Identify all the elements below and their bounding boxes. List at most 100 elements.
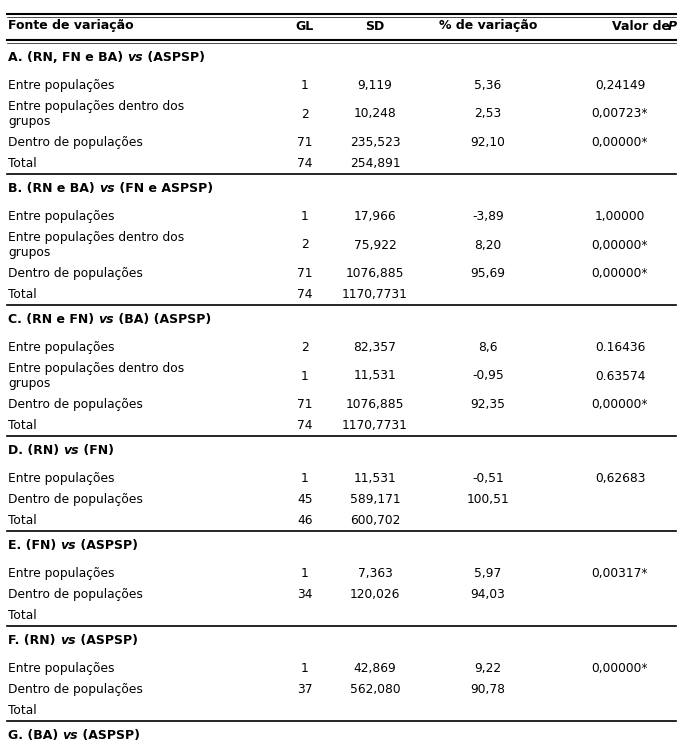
Text: Entre populações: Entre populações [8, 567, 115, 580]
Text: 0,00000*: 0,00000* [591, 136, 648, 149]
Text: G. (BA): G. (BA) [8, 728, 63, 742]
Text: Entre populações dentro dos: Entre populações dentro dos [8, 231, 184, 243]
Text: 37: 37 [297, 683, 313, 696]
Text: 2: 2 [301, 239, 309, 251]
Text: 94,03: 94,03 [471, 588, 505, 601]
Text: 1076,885: 1076,885 [346, 267, 404, 280]
Text: 90,78: 90,78 [471, 683, 505, 696]
Text: 1076,885: 1076,885 [346, 398, 404, 411]
Text: C. (RN e FN): C. (RN e FN) [8, 312, 98, 326]
Text: GL: GL [296, 19, 314, 33]
Text: 589,171: 589,171 [350, 493, 400, 506]
Text: 5,36: 5,36 [475, 79, 501, 92]
Text: 1: 1 [301, 210, 309, 223]
Text: 75,922: 75,922 [354, 239, 396, 251]
Text: Total: Total [8, 419, 37, 432]
Text: 0.63574: 0.63574 [595, 370, 645, 382]
Text: 2,53: 2,53 [475, 107, 501, 121]
Text: 1: 1 [301, 79, 309, 92]
Text: 11,531: 11,531 [354, 472, 396, 485]
Text: -3,89: -3,89 [472, 210, 504, 223]
Text: Total: Total [8, 704, 37, 717]
Text: vs: vs [63, 728, 79, 742]
Text: grupos: grupos [8, 115, 51, 129]
Text: vs: vs [98, 312, 114, 326]
Text: Entre populações: Entre populações [8, 662, 115, 675]
Text: vs: vs [128, 51, 143, 63]
Text: 100,51: 100,51 [466, 493, 510, 506]
Text: Entre populações: Entre populações [8, 341, 115, 354]
Text: vs: vs [64, 443, 79, 457]
Text: 45: 45 [297, 493, 313, 506]
Text: vs: vs [60, 634, 76, 647]
Text: (ASPSP): (ASPSP) [79, 728, 140, 742]
Text: -0,95: -0,95 [472, 370, 504, 382]
Text: 8,6: 8,6 [478, 341, 498, 354]
Text: Entre populações: Entre populações [8, 79, 115, 92]
Text: Dentro de populações: Dentro de populações [8, 398, 143, 411]
Text: Total: Total [8, 514, 37, 527]
Text: 1,00000: 1,00000 [595, 210, 645, 223]
Text: Valor de: Valor de [612, 19, 674, 33]
Text: 120,026: 120,026 [350, 588, 400, 601]
Text: P: P [668, 19, 677, 33]
Text: 9,119: 9,119 [358, 79, 393, 92]
Text: D. (RN): D. (RN) [8, 443, 64, 457]
Text: 0,62683: 0,62683 [595, 472, 645, 485]
Text: 10,248: 10,248 [354, 107, 396, 121]
Text: -0,51: -0,51 [472, 472, 504, 485]
Text: Entre populações: Entre populações [8, 472, 115, 485]
Text: 74: 74 [297, 157, 313, 170]
Text: 7,363: 7,363 [358, 567, 393, 580]
Text: 95,69: 95,69 [471, 267, 505, 280]
Text: 74: 74 [297, 288, 313, 301]
Text: Total: Total [8, 288, 37, 301]
Text: 254,891: 254,891 [350, 157, 400, 170]
Text: 11,531: 11,531 [354, 370, 396, 382]
Text: E. (FN): E. (FN) [8, 539, 61, 551]
Text: 92,35: 92,35 [471, 398, 505, 411]
Text: 562,080: 562,080 [350, 683, 400, 696]
Text: 8,20: 8,20 [475, 239, 501, 251]
Text: 46: 46 [297, 514, 313, 527]
Text: Dentro de populações: Dentro de populações [8, 588, 143, 601]
Text: grupos: grupos [8, 246, 51, 260]
Text: vs: vs [61, 539, 76, 551]
Text: 9,22: 9,22 [475, 662, 501, 675]
Text: B. (RN e BA): B. (RN e BA) [8, 182, 99, 195]
Text: 74: 74 [297, 419, 313, 432]
Text: 71: 71 [297, 398, 313, 411]
Text: 82,357: 82,357 [354, 341, 396, 354]
Text: 92,10: 92,10 [471, 136, 505, 149]
Text: 1: 1 [301, 662, 309, 675]
Text: (ASPSP): (ASPSP) [76, 634, 137, 647]
Text: 1: 1 [301, 370, 309, 382]
Text: 42,869: 42,869 [354, 662, 396, 675]
Text: Fonte de variação: Fonte de variação [8, 19, 134, 33]
Text: 17,966: 17,966 [354, 210, 396, 223]
Text: 0,00000*: 0,00000* [591, 398, 648, 411]
Text: SD: SD [365, 19, 385, 33]
Text: 0,00000*: 0,00000* [591, 239, 648, 251]
Text: grupos: grupos [8, 377, 51, 391]
Text: Entre populações dentro dos: Entre populações dentro dos [8, 362, 184, 374]
Text: (FN e ASPSP): (FN e ASPSP) [115, 182, 213, 195]
Text: vs: vs [99, 182, 115, 195]
Text: Dentro de populações: Dentro de populações [8, 493, 143, 506]
Text: 600,702: 600,702 [350, 514, 400, 527]
Text: Entre populações: Entre populações [8, 210, 115, 223]
Text: 1: 1 [301, 567, 309, 580]
Text: Total: Total [8, 157, 37, 170]
Text: 2: 2 [301, 107, 309, 121]
Text: 1170,7731: 1170,7731 [342, 288, 408, 301]
Text: 34: 34 [297, 588, 313, 601]
Text: Dentro de populações: Dentro de populações [8, 267, 143, 280]
Text: 0,00723*: 0,00723* [591, 107, 648, 121]
Text: (ASPSP): (ASPSP) [76, 539, 138, 551]
Text: (ASPSP): (ASPSP) [143, 51, 205, 63]
Text: (BA) (ASPSP): (BA) (ASPSP) [114, 312, 211, 326]
Text: 1170,7731: 1170,7731 [342, 419, 408, 432]
Text: A. (RN, FN e BA): A. (RN, FN e BA) [8, 51, 128, 63]
Text: 71: 71 [297, 267, 313, 280]
Text: 0,00317*: 0,00317* [591, 567, 648, 580]
